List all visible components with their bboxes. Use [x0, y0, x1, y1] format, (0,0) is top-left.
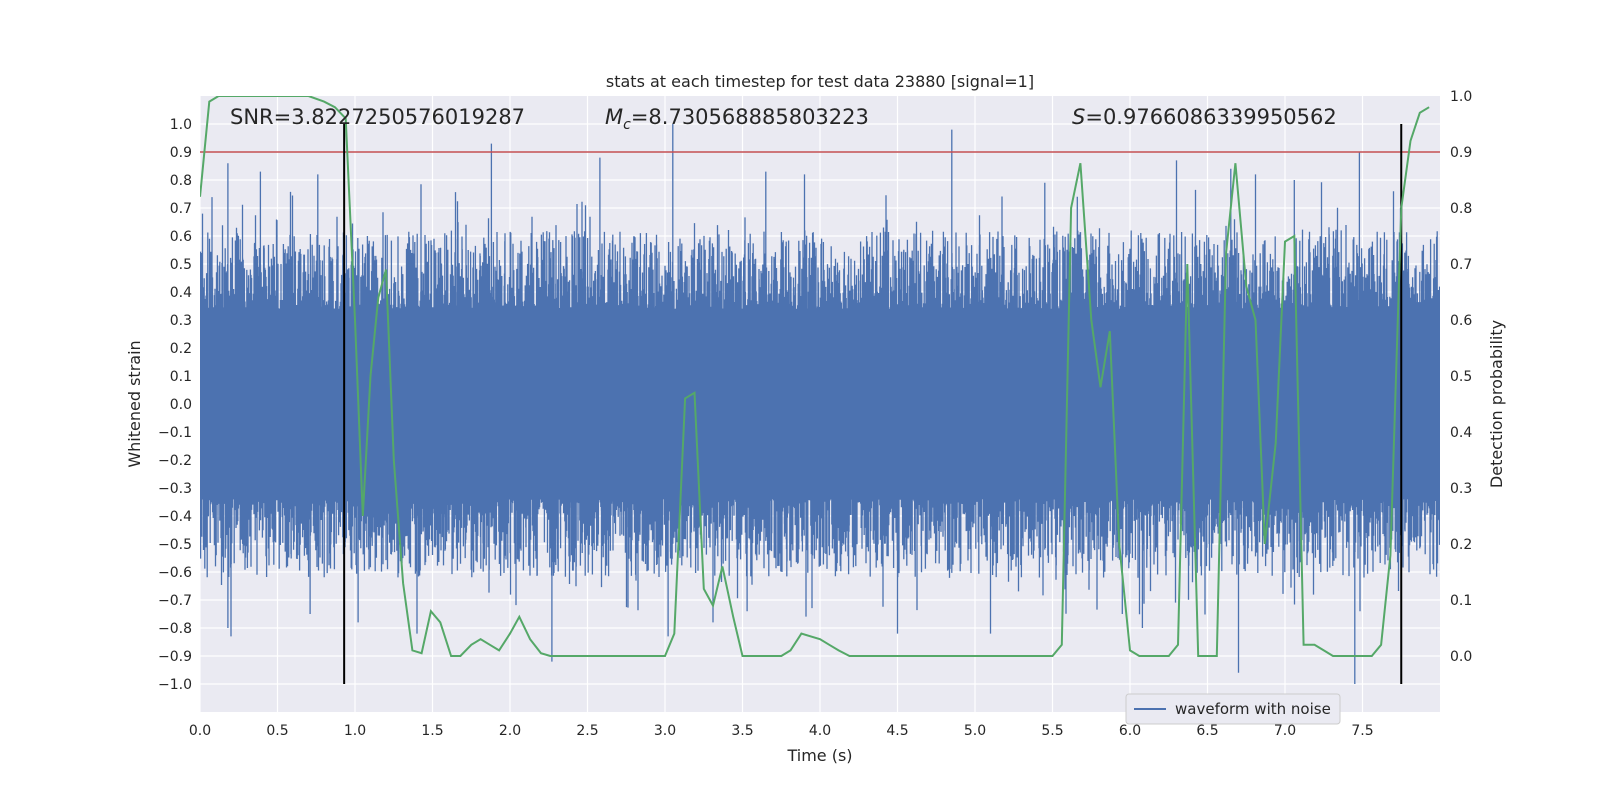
left-y-tick-label: −1.0 — [158, 677, 192, 693]
left-y-tick-label: −0.9 — [158, 649, 192, 665]
snr-annotation: SNR=3.8227250576019287 — [230, 105, 525, 129]
s-value: =0.9766086339950562 — [1085, 105, 1336, 129]
x-tick-label: 3.5 — [731, 723, 753, 739]
chart-title: stats at each timestep for test data 238… — [606, 72, 1034, 91]
left-y-tick-label: −0.3 — [158, 481, 192, 497]
left-y-tick-label: 0.8 — [170, 173, 192, 189]
left-y-tick-label: −0.1 — [158, 425, 192, 441]
right-y-tick-label: 0.4 — [1450, 425, 1472, 441]
left-y-tick-label: 0.3 — [170, 313, 192, 329]
right-y-tick-label: 0.6 — [1450, 313, 1472, 329]
right-y-tick-label: 0.5 — [1450, 369, 1472, 385]
s-symbol: S — [1072, 105, 1085, 129]
x-tick-label: 4.5 — [886, 723, 908, 739]
left-y-tick-label: −0.4 — [158, 509, 192, 525]
snr-label: SNR — [230, 105, 274, 129]
right-y-tick-label: 0.2 — [1450, 537, 1472, 553]
x-tick-label: 2.5 — [576, 723, 598, 739]
left-y-tick-label: 0.2 — [170, 341, 192, 357]
left-y-tick-label: −0.8 — [158, 621, 192, 637]
s-annotation: S=0.9766086339950562 — [1072, 105, 1337, 129]
legend: waveform with noise — [1125, 693, 1341, 725]
right-y-tick-label: 0.9 — [1450, 145, 1472, 161]
x-axis-label: Time (s) — [786, 746, 852, 765]
x-tick-label: 0.5 — [266, 723, 288, 739]
right-y-tick-label: 0.0 — [1450, 649, 1472, 665]
x-tick-label: 4.0 — [809, 723, 831, 739]
left-y-tick-label: −0.6 — [158, 565, 192, 581]
right-y-tick-label: 1.0 — [1450, 89, 1472, 105]
right-y-tick-label: 0.3 — [1450, 481, 1472, 497]
left-y-tick-label: 0.7 — [170, 201, 192, 217]
detection-probability-line — [200, 96, 1430, 657]
left-y-tick-label: 0.1 — [170, 369, 192, 385]
right-y-tick-label: 0.8 — [1450, 201, 1472, 217]
right-y-tick-label: 0.7 — [1450, 257, 1472, 273]
left-y-axis-label: Whitened strain — [125, 340, 144, 467]
x-tick-label: 1.0 — [344, 723, 366, 739]
chirp-mass-annotation: Mc=8.730568885803223 — [605, 105, 869, 133]
mc-subscript: c — [623, 117, 631, 133]
left-y-axis-ticks: 1.0 0.9 0.8 0.7 0.6 0.5 0.4 0.3 0.2 0.1 0.0 −0.1 −0.… — [158, 117, 192, 693]
left-y-tick-label: −0.5 — [158, 537, 192, 553]
x-tick-label: 6.5 — [1196, 723, 1218, 739]
legend-entry-waveform: waveform with noise — [1175, 700, 1331, 718]
x-tick-label: 1.5 — [421, 723, 443, 739]
waveform-series — [200, 124, 1440, 684]
left-y-tick-label: 0.0 — [170, 397, 192, 413]
legend-box — [1125, 693, 1341, 725]
x-tick-label: 7.0 — [1274, 723, 1296, 739]
snr-value: =3.8227250576019287 — [274, 105, 525, 129]
left-y-tick-label: −0.7 — [158, 593, 192, 609]
mc-value: =8.730568885803223 — [631, 105, 869, 129]
right-y-axis-label: Detection probability — [1487, 320, 1506, 488]
right-y-tick-label: 0.1 — [1450, 593, 1472, 609]
x-axis-ticks: 0.0 0.5 1.0 1.5 2.0 2.5 3.0 3.5 4.0 4.5 5.0 5.5 6.0 6… — [189, 723, 1374, 739]
left-y-tick-label: 0.4 — [170, 285, 192, 301]
left-y-tick-label: 0.6 — [170, 229, 192, 245]
x-tick-label: 5.5 — [1041, 723, 1063, 739]
waveform-path — [200, 124, 1440, 684]
left-y-tick-label: −0.2 — [158, 453, 192, 469]
left-y-tick-label: 0.5 — [170, 257, 192, 273]
x-tick-label: 7.5 — [1351, 723, 1373, 739]
left-y-tick-label: 1.0 — [170, 117, 192, 133]
x-tick-label: 2.0 — [499, 723, 521, 739]
left-y-tick-label: 0.9 — [170, 145, 192, 161]
x-tick-label: 6.0 — [1119, 723, 1141, 739]
right-y-axis-ticks: 1.0 0.9 0.8 0.7 0.6 0.5 0.4 0.3 0.2 0.1 0.0 — [1450, 89, 1472, 665]
mc-symbol: M — [605, 105, 623, 129]
x-tick-label: 0.0 — [189, 723, 211, 739]
x-tick-label: 3.0 — [654, 723, 676, 739]
x-tick-label: 5.0 — [964, 723, 986, 739]
